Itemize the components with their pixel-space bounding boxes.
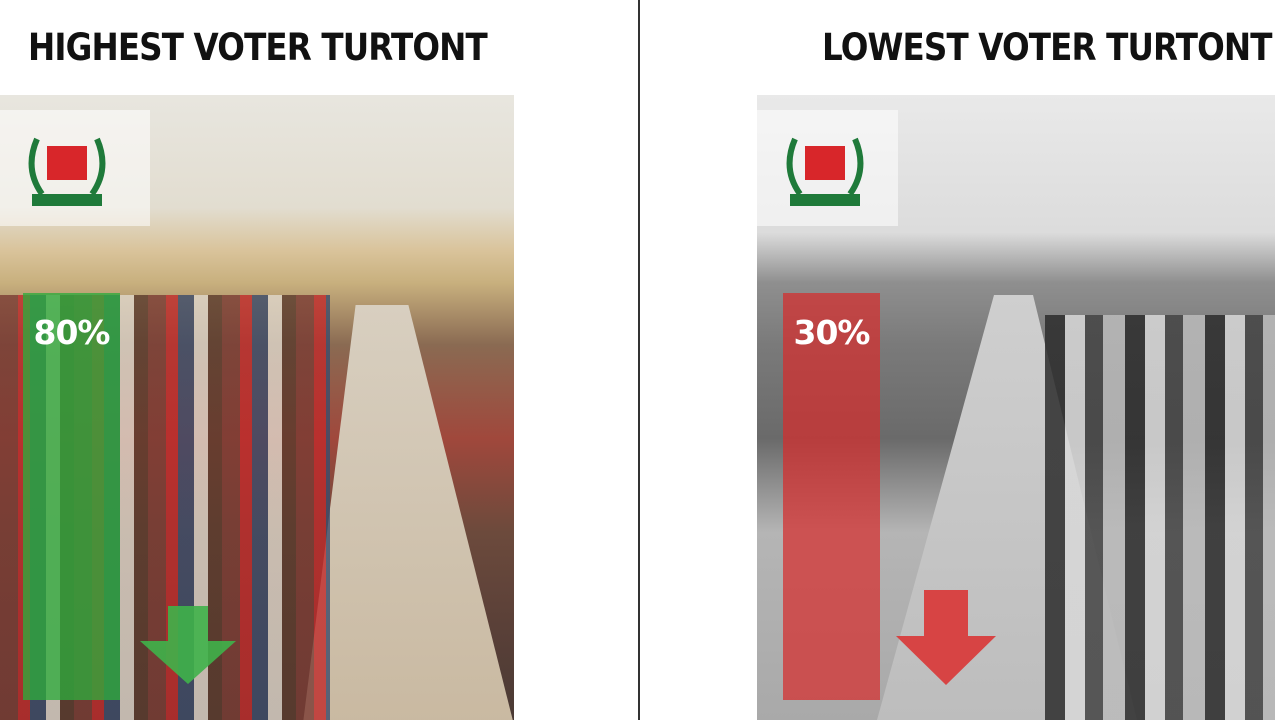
arrow-down-icon: [896, 590, 996, 685]
arrow-down-icon: [140, 606, 236, 684]
ballot-box-emblem-icon: [28, 137, 106, 206]
election-logo-left: [0, 110, 150, 226]
turnout-bar-low: 30%: [783, 293, 880, 700]
divider: [638, 0, 640, 720]
left-title: HIGHEST VOTER TURTONT: [28, 26, 488, 69]
turnout-percent: 80%: [33, 313, 111, 352]
right-title: LOWEST VOTER TURTONT: [822, 26, 1272, 69]
turnout-percent: 30%: [793, 313, 871, 352]
turnout-bar-high: 80%: [23, 293, 120, 700]
people: [1045, 315, 1275, 720]
election-logo-right: [740, 110, 898, 226]
ballot-box-emblem-icon: [786, 137, 864, 206]
